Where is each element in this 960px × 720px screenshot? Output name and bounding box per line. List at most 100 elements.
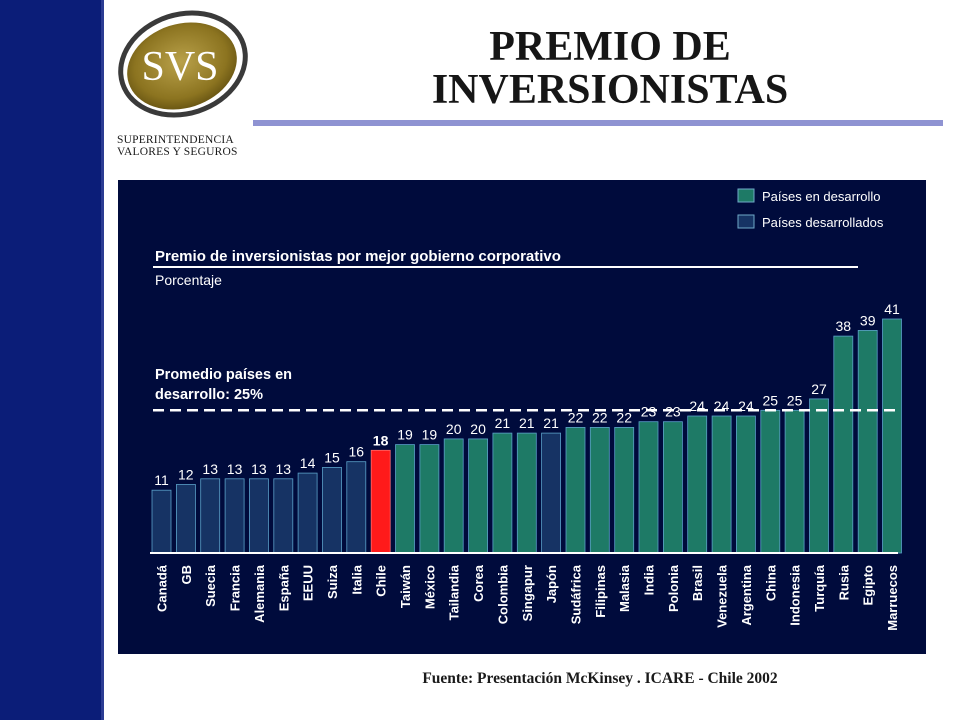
category-label: Argentina (739, 564, 754, 625)
category-label: Corea (471, 564, 486, 602)
title-line-2: INVERSIONISTAS (431, 67, 789, 113)
logo-caption: SUPERINTENDENCIA VALORES Y SEGUROS (117, 134, 238, 158)
svs-logo: SVS (118, 10, 248, 118)
logo-mark-text: SVS (141, 44, 218, 90)
category-label: Colombia (495, 564, 510, 624)
bar-malasia (614, 426, 635, 554)
category-label: Singapur (520, 565, 535, 621)
value-label: 39 (860, 312, 876, 328)
bar-marruecos (882, 318, 902, 554)
title-underline (253, 120, 943, 126)
value-label: 22 (568, 409, 584, 425)
value-label: 25 (787, 392, 803, 408)
category-label: Rusia (836, 564, 851, 600)
bar-corea (468, 438, 489, 554)
value-label: 20 (470, 421, 486, 437)
category-label: Polonia (666, 564, 681, 612)
category-label: China (763, 564, 778, 601)
bar-china (760, 409, 781, 554)
value-label: 14 (300, 455, 316, 471)
category-label: Francia (228, 564, 243, 611)
value-label: 21 (519, 415, 535, 431)
category-label: Suecia (203, 564, 218, 607)
category-label: Malasia (617, 564, 632, 612)
bar-gb (176, 484, 196, 554)
value-label: 18 (373, 432, 389, 448)
value-label: 22 (616, 409, 632, 425)
value-label: 19 (397, 427, 413, 443)
bar-venezuela (711, 415, 732, 554)
legend-label-developing: Países en desarrollo (762, 189, 881, 204)
value-label: 23 (665, 404, 681, 420)
value-label: 11 (154, 472, 169, 488)
category-label: India (642, 564, 657, 595)
category-label: Marruecos (885, 565, 900, 631)
source-caption: Fuente: Presentación McKinsey . ICARE - … (422, 670, 778, 687)
bar-eeuu (297, 472, 318, 554)
bar-tailandia (443, 438, 464, 554)
value-label: 24 (689, 398, 705, 414)
value-label: 41 (884, 301, 900, 317)
logo-line-1: SUPERINTENDENCIA (117, 134, 234, 146)
category-label: Suiza (325, 564, 340, 599)
value-label: 19 (422, 427, 438, 443)
category-label: Italia (349, 564, 364, 594)
bar-india (638, 421, 659, 554)
value-label: 15 (324, 449, 340, 465)
category-label: España (276, 564, 291, 611)
logo-line-2: VALORES Y SEGUROS (117, 146, 238, 158)
value-label: 13 (227, 461, 243, 477)
value-label: 24 (738, 398, 754, 414)
category-label: Indonesia (788, 564, 803, 625)
legend-swatch-developed (737, 214, 755, 229)
page-title: PREMIO DE INVERSIONISTAS (360, 26, 860, 112)
category-label: Egipto (861, 565, 876, 605)
bar-rusia (833, 335, 854, 554)
legend-swatch-developing (737, 188, 755, 203)
value-label: 21 (543, 415, 559, 431)
value-label: 23 (641, 404, 657, 420)
bar-sud-frica (565, 426, 586, 554)
bar-suecia (200, 478, 221, 554)
value-label: 13 (202, 461, 218, 477)
legend-label-developed: Países desarrollados (762, 215, 884, 230)
value-label: 24 (714, 398, 730, 414)
reference-label-line-1: Promedio países en (155, 367, 292, 383)
bar-filipinas (589, 426, 610, 554)
bar-colombia (492, 432, 513, 554)
title-line-1: PREMIO DE (489, 24, 731, 70)
bar-canad- (151, 489, 172, 554)
value-label: 25 (763, 392, 779, 408)
category-label: Tailandia (447, 564, 462, 620)
reference-label-line-2: desarrollo: 25% (155, 387, 263, 403)
chart-panel: Países en desarrollo Países desarrollado… (118, 180, 926, 654)
bar-suiza (322, 466, 342, 554)
bar-taiw-n (395, 444, 415, 554)
value-label: 22 (592, 409, 608, 425)
category-label: Canadá (155, 564, 170, 612)
left-sidebar-edge (101, 0, 104, 720)
bar-argentina (736, 415, 756, 554)
category-label: Turquía (812, 564, 827, 611)
value-label: 27 (811, 381, 827, 397)
category-label: EEUU (301, 565, 316, 601)
bar-chart: Países en desarrollo Países desarrollado… (150, 188, 902, 631)
value-label: 16 (349, 444, 365, 460)
category-label: Taiwán (398, 565, 413, 608)
bar-brasil (687, 415, 708, 554)
category-label: Japón (544, 565, 559, 603)
value-label: 13 (276, 461, 292, 477)
category-label: Chile (374, 565, 389, 597)
chart-title: Premio de inversionistas por mejor gobie… (155, 248, 561, 265)
bar-francia (224, 478, 245, 554)
value-label: 12 (178, 467, 194, 483)
bar-egipto (857, 329, 878, 554)
value-label: 20 (446, 421, 462, 437)
bar-alemania (248, 478, 269, 554)
bar-m-xico (419, 444, 440, 554)
category-label: Filipinas (593, 565, 608, 618)
bar-turqu-a (809, 398, 829, 554)
bar-chile (370, 449, 391, 554)
bar-italia (346, 461, 367, 554)
bar-indonesia (784, 409, 805, 554)
